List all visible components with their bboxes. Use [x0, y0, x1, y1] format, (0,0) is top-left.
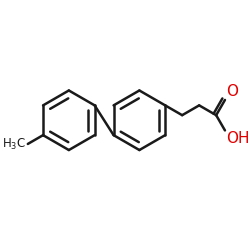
Text: OH: OH [226, 131, 249, 146]
Text: H$_3$C: H$_3$C [2, 136, 26, 152]
Text: O: O [226, 84, 238, 99]
